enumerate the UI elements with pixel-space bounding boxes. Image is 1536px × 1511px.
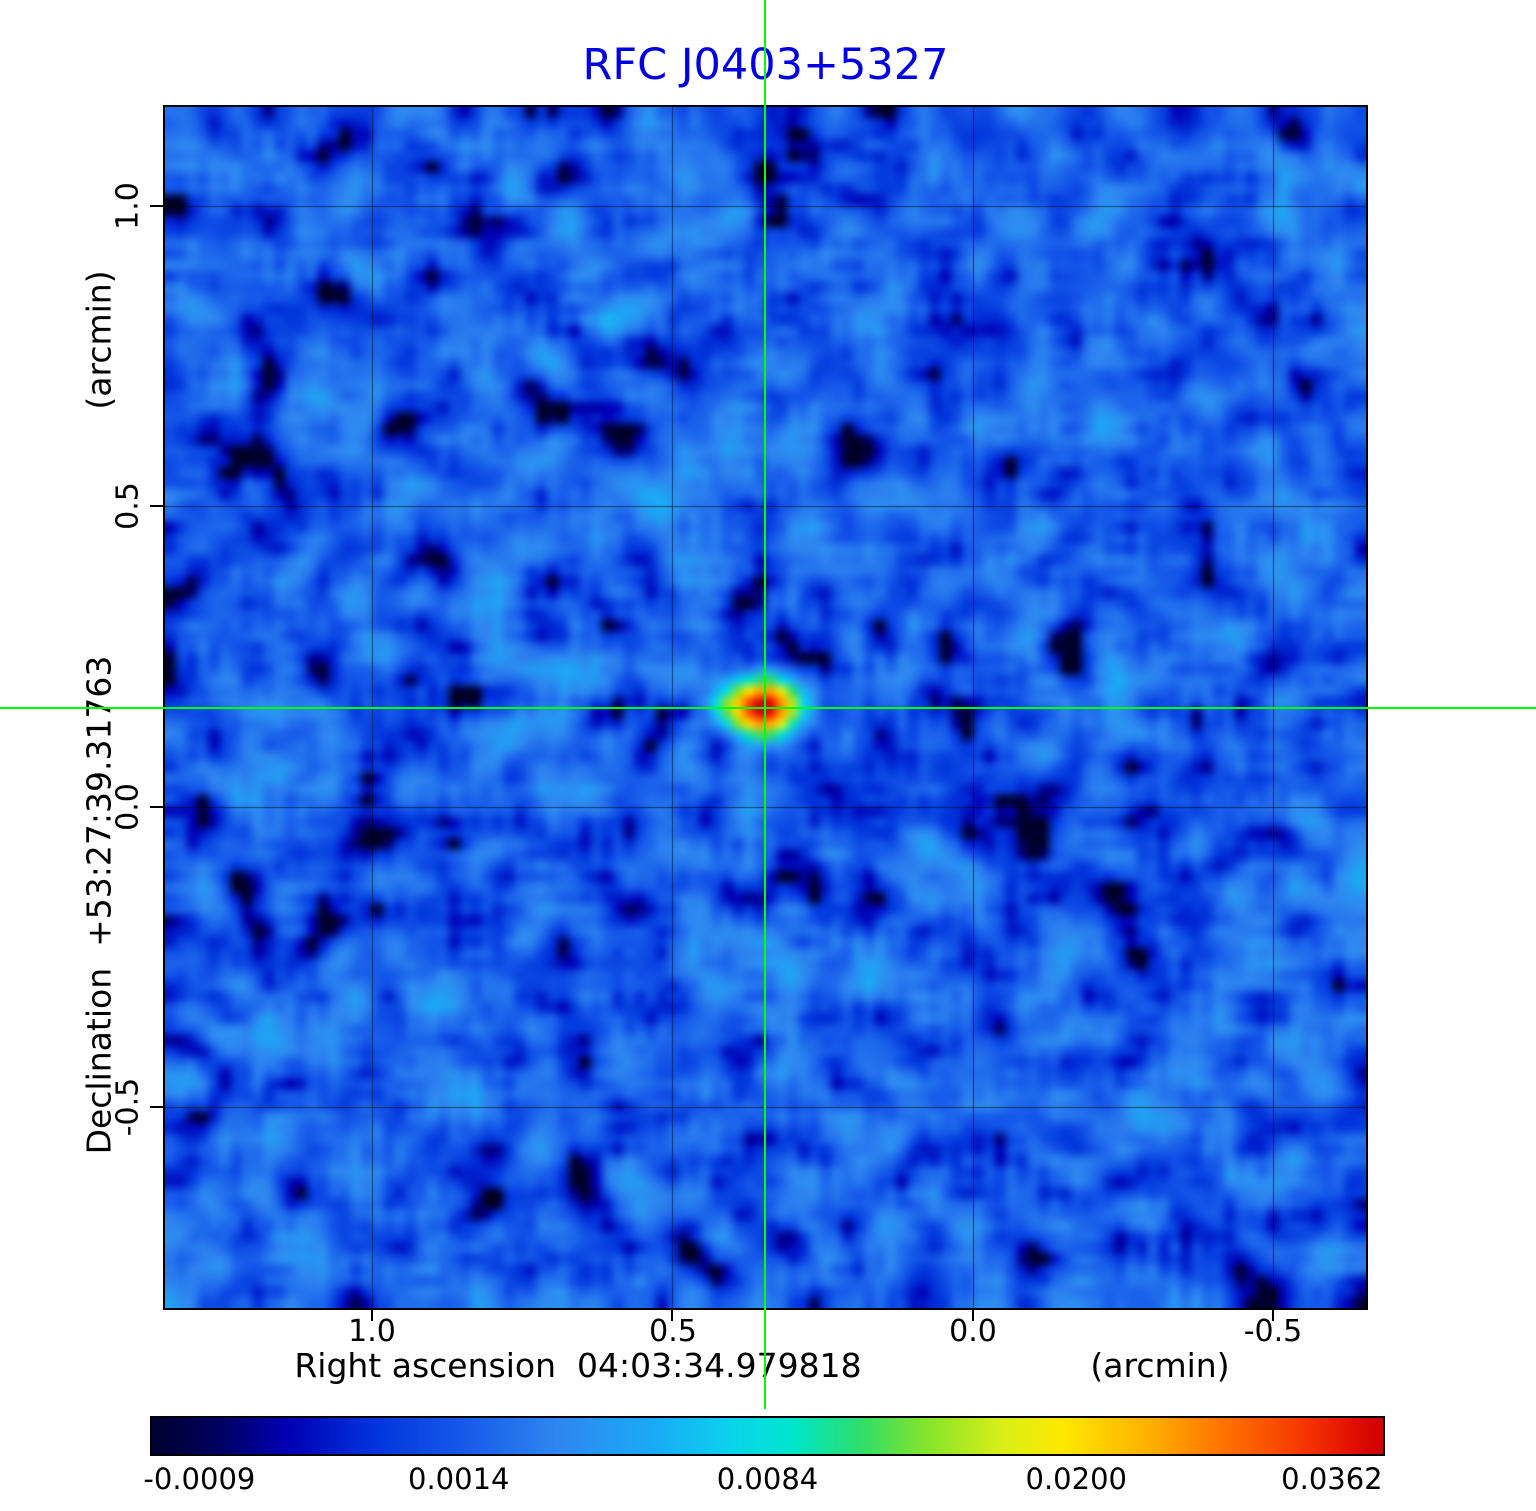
colorbar-tick-label: 0.0200 bbox=[1025, 1462, 1127, 1496]
y-tick-mark bbox=[150, 205, 163, 207]
y-tick-label: 0.5 bbox=[110, 482, 146, 530]
x-tick-mark bbox=[1272, 1308, 1274, 1321]
y-tick-mark bbox=[150, 806, 163, 808]
colorbar-tick-label: 0.0084 bbox=[716, 1462, 819, 1496]
x-tick-mark bbox=[671, 1308, 673, 1321]
colorbar-tick-label: 0.0014 bbox=[408, 1462, 510, 1496]
y-tick-mark bbox=[150, 505, 163, 507]
x-tick-label: 1.0 bbox=[348, 1314, 396, 1349]
y-tick-mark bbox=[150, 1106, 163, 1108]
colorbar-tick-label: 0.0362 bbox=[1281, 1462, 1383, 1496]
x-tick-label: 0.0 bbox=[949, 1314, 997, 1349]
colorbar-tick-label: -0.0009 bbox=[143, 1462, 256, 1496]
x-tick-label: -0.5 bbox=[1243, 1314, 1303, 1349]
x-tick-mark bbox=[972, 1308, 974, 1321]
x-tick-mark bbox=[371, 1308, 373, 1321]
plot-title: RFC J0403+5327 bbox=[582, 40, 949, 90]
sky-map-canvas bbox=[165, 107, 1366, 1308]
x-tick-label: 0.5 bbox=[649, 1314, 697, 1349]
sky-map-plot bbox=[150, 105, 1368, 1321]
colorbar-gradient-canvas bbox=[152, 1418, 1383, 1454]
x-axis-label: Right ascension 04:03:34.979818 bbox=[294, 1346, 862, 1385]
y-axis-unit-label: (arcmin) bbox=[79, 270, 119, 410]
colorbar-tick-labels: -0.0009 0.0014 0.0084 0.0200 0.0362 bbox=[143, 1462, 1385, 1498]
colorbar bbox=[150, 1416, 1385, 1456]
y-tick-label: 1.0 bbox=[110, 182, 146, 230]
x-axis-unit-label: (arcmin) bbox=[1090, 1346, 1230, 1385]
y-axis-label: Declination +53:27:39.31763 bbox=[79, 655, 119, 1155]
